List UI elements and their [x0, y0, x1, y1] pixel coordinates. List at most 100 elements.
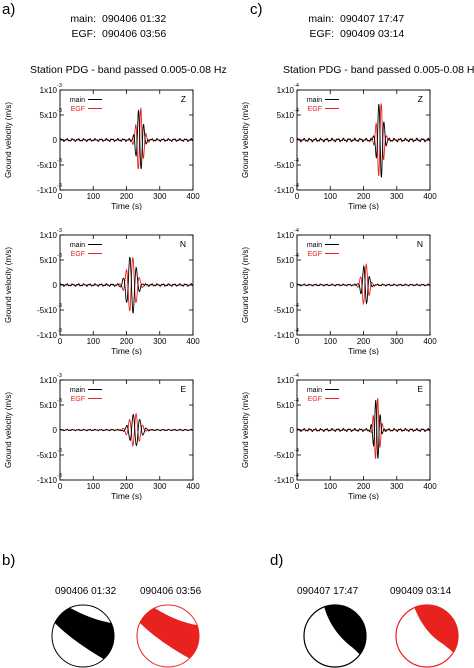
y-tick-label: 1x10 [40, 376, 58, 385]
y-tick-exponent: -4 [294, 473, 299, 479]
y-tick-label: 0 [290, 136, 295, 145]
y-axis-label: Ground velocity (m/s) [4, 102, 13, 178]
y-tick-exponent: -4 [294, 328, 299, 334]
y-tick-label: 5x10 [40, 256, 58, 265]
x-tick-label: 400 [186, 482, 200, 491]
component-label: Z [181, 94, 186, 104]
y-axis-label: Ground velocity (m/s) [241, 392, 250, 468]
x-tick-label: 100 [87, 482, 101, 491]
y-tick-exponent: -3 [57, 303, 62, 309]
y-tick-exponent: -4 [294, 398, 299, 404]
x-axis-label: Time (s) [348, 346, 379, 355]
y-tick-label: 5x10 [277, 111, 295, 120]
y-tick-exponent: -4 [294, 158, 299, 164]
legend-egf-label: EGF [71, 396, 85, 403]
x-tick-label: 100 [324, 482, 338, 491]
legend-main-label: main [307, 387, 322, 394]
station-title-c: Station PDG - band passed 0.005-0.08 Hz [283, 64, 474, 76]
egf-label-c: EGF: [309, 28, 334, 40]
x-tick-label: 100 [87, 192, 101, 201]
focal-mechanism-b [51, 604, 200, 668]
x-tick-label: 400 [186, 337, 200, 346]
plot-frame [296, 89, 431, 191]
main-waveform [296, 399, 431, 459]
main-waveform [59, 256, 193, 314]
legend-main-label: main [70, 97, 85, 104]
y-tick-label: 0 [53, 281, 58, 290]
main-date-a: 090406 01:32 [102, 13, 167, 25]
y-axis-label: Ground velocity (m/s) [4, 247, 13, 323]
y-tick-exponent: -3 [57, 473, 62, 479]
y-tick-label: -1x10 [274, 476, 295, 485]
legend-main-label: main [307, 97, 322, 104]
y-tick-exponent: -3 [57, 158, 62, 164]
y-axis-label: Ground velocity (m/s) [241, 102, 250, 178]
y-axis-label: Ground velocity (m/s) [241, 247, 250, 323]
y-tick-exponent: -3 [57, 373, 62, 379]
y-tick-label: 1x10 [40, 86, 58, 95]
y-tick-label: 0 [53, 426, 58, 435]
y-tick-exponent: -4 [294, 228, 299, 234]
y-tick-label: -5x10 [274, 306, 295, 315]
beach-ball-d2 [395, 604, 459, 668]
y-tick-label: 1x10 [277, 376, 295, 385]
egf-waveform [59, 107, 194, 170]
y-tick-label: 0 [53, 136, 58, 145]
component-label: E [417, 384, 423, 394]
legend-egf-label: EGF [71, 251, 85, 258]
x-tick-label: 200 [357, 192, 371, 201]
legend-egf-label: EGF [308, 106, 322, 113]
x-tick-label: 200 [120, 482, 134, 491]
y-tick-exponent: -4 [294, 83, 299, 89]
egf-date-c: 090409 03:14 [340, 28, 405, 40]
y-tick-exponent: -3 [57, 253, 62, 259]
beach-ball-b2 [136, 604, 200, 668]
plot-frame [296, 234, 431, 336]
x-tick-label: 100 [324, 192, 338, 201]
x-tick-label: 0 [58, 482, 63, 491]
plot-frame [59, 234, 194, 336]
component-label: N [417, 239, 423, 249]
x-tick-label: 400 [186, 192, 200, 201]
legend-egf-label: EGF [308, 251, 322, 258]
y-tick-exponent: -3 [57, 448, 62, 454]
y-tick-exponent: -3 [57, 398, 62, 404]
y-tick-label: 5x10 [277, 256, 295, 265]
main-waveform [296, 103, 431, 178]
y-tick-label: 1x10 [277, 86, 295, 95]
x-tick-label: 300 [390, 337, 404, 346]
plot-frame [59, 379, 194, 481]
x-axis-label: Time (s) [111, 346, 142, 355]
x-tick-label: 0 [58, 337, 63, 346]
y-tick-label: -5x10 [37, 306, 58, 315]
y-tick-label: 5x10 [40, 111, 58, 120]
x-axis-label: Time (s) [348, 201, 379, 210]
x-tick-label: 200 [120, 337, 134, 346]
focal-label-b1: 090406 01:32 [55, 586, 117, 597]
y-tick-exponent: -3 [57, 328, 62, 334]
x-axis-label: Time (s) [111, 491, 142, 500]
x-tick-label: 200 [120, 192, 134, 201]
y-tick-exponent: -4 [294, 253, 299, 259]
x-tick-label: 0 [295, 337, 300, 346]
y-tick-label: 5x10 [40, 401, 58, 410]
main-label-a: main: [70, 13, 96, 25]
main-waveform [59, 109, 194, 169]
y-tick-label: -5x10 [274, 161, 295, 170]
y-tick-label: -5x10 [37, 451, 58, 460]
y-tick-exponent: -4 [294, 108, 299, 114]
x-tick-label: 300 [390, 192, 404, 201]
y-tick-label: 0 [290, 281, 295, 290]
x-axis-label: Time (s) [111, 201, 142, 210]
x-tick-label: 300 [153, 482, 167, 491]
y-tick-exponent: -4 [294, 448, 299, 454]
beach-ball-d1 [303, 604, 367, 668]
x-tick-label: 300 [390, 482, 404, 491]
main-date-c: 090407 17:47 [340, 13, 405, 25]
